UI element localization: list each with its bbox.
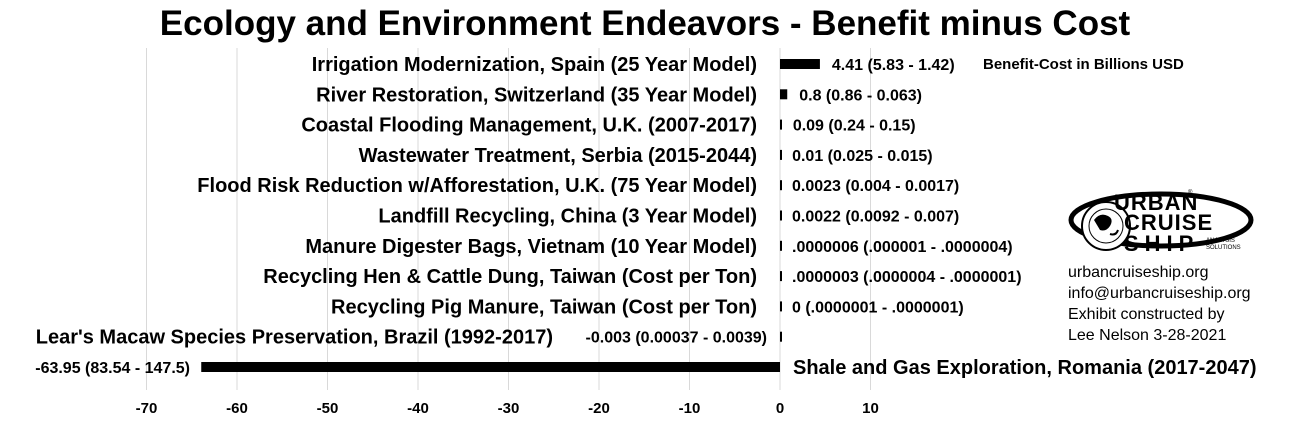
category-label: Recycling Pig Manure, Taiwan (Cost per T…	[331, 296, 757, 318]
category-label: Irrigation Modernization, Spain (25 Year…	[312, 54, 757, 76]
credits-block: urbancruiseship.org info@urbancruiseship…	[1068, 262, 1251, 346]
credits-website: urbancruiseship.org	[1068, 264, 1209, 281]
data-label: 0.0023 (0.004 - 0.0017)	[792, 178, 959, 195]
data-label: .0000003 (.0000004 - .0000001)	[792, 269, 1022, 286]
x-tick-label: 10	[862, 400, 879, 417]
bar	[201, 362, 780, 372]
logo-ship-icon	[1068, 191, 1254, 251]
bar	[780, 89, 788, 100]
category-label: Wastewater Treatment, Serbia (2015-2044)	[359, 145, 757, 167]
bar	[780, 271, 782, 282]
data-label: 0.01 (0.025 - 0.015)	[792, 148, 933, 165]
data-label: 4.41 (5.83 - 1.42)	[832, 57, 955, 74]
bar	[780, 119, 782, 130]
data-label: 0.8 (0.86 - 0.063)	[799, 87, 922, 104]
bar	[780, 59, 820, 69]
category-label: Lear's Macaw Species Preservation, Brazi…	[36, 327, 553, 349]
bars	[201, 59, 820, 372]
data-label: -63.95 (83.54 - 147.5)	[35, 360, 190, 377]
category-label: River Restoration, Switzerland (35 Year …	[316, 84, 757, 106]
registered-mark: ®	[1188, 190, 1193, 196]
data-label: 0.0022 (0.0092 - 0.007)	[792, 209, 959, 226]
chart-title: Ecology and Environment Endeavors - Bene…	[159, 4, 1131, 43]
category-labels: Irrigation Modernization, Spain (25 Year…	[36, 54, 1257, 379]
data-label: 0 (.0000001 - .0000001)	[792, 299, 964, 316]
category-label: Manure Digester Bags, Vietnam (10 Year M…	[305, 236, 757, 258]
x-tick-label: -30	[498, 400, 520, 417]
category-label: Flood Risk Reduction w/Afforestation, U.…	[197, 175, 757, 197]
category-label: Coastal Flooding Management, U.K. (2007-…	[301, 115, 757, 137]
data-label: -0.003 (0.00037 - 0.0039)	[586, 330, 767, 347]
data-label: .0000006 (.000001 - .0000004)	[792, 239, 1013, 256]
urban-cruise-ship-logo: URBAN CRUISE SHIP ANALYSIS SOLUTIONS ®	[1066, 190, 1256, 262]
category-label: Recycling Hen & Cattle Dung, Taiwan (Cos…	[263, 266, 757, 288]
data-label: 0.09 (0.24 - 0.15)	[793, 118, 916, 135]
credits-author-date: Lee Nelson 3-28-2021	[1068, 327, 1227, 344]
x-tick-label: 0	[776, 400, 784, 417]
logo-tagline: ANALYSIS SOLUTIONS	[1206, 238, 1241, 251]
logo-text-urban: URBAN	[1114, 190, 1199, 215]
credits-constructed-by: Exhibit constructed by	[1068, 306, 1225, 323]
x-tick-label: -20	[588, 400, 610, 417]
category-label: Shale and Gas Exploration, Romania (2017…	[793, 357, 1257, 379]
x-tick-label: -60	[226, 400, 248, 417]
value-axis-note: Benefit-Cost in Billions USD	[983, 56, 1184, 73]
bar	[780, 240, 782, 251]
x-axis-ticks: -70 -60 -50 -40 -30 -20 -10 0 10	[136, 400, 879, 417]
gridlines	[146, 48, 871, 390]
logo-text-ship: SHIP	[1124, 231, 1200, 256]
x-tick-label: -70	[136, 400, 158, 417]
x-tick-label: -40	[407, 400, 429, 417]
bar	[780, 301, 782, 312]
bar	[780, 210, 782, 221]
bar	[780, 331, 782, 342]
logo-text-cruise: CRUISE	[1124, 210, 1214, 235]
x-tick-label: -10	[679, 400, 701, 417]
x-tick-label: -50	[317, 400, 339, 417]
data-labels: 4.41 (5.83 - 1.42) 0.8 (0.86 - 0.063) 0.09…	[35, 57, 1021, 377]
category-label: Landfill Recycling, China (3 Year Model)	[378, 206, 757, 228]
credits-email: info@urbancruiseship.org	[1068, 285, 1251, 302]
bar	[780, 149, 782, 160]
bar	[780, 180, 782, 191]
